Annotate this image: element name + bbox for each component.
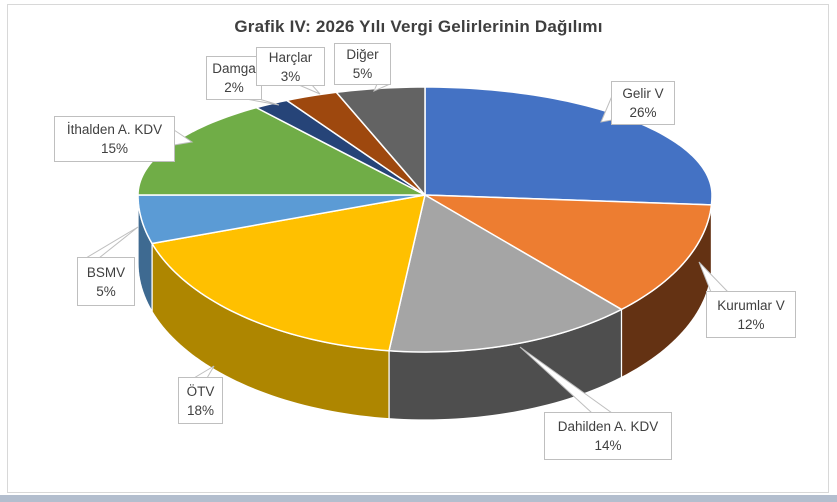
slice-label: Gelir V [622, 86, 664, 101]
slice-label: Damga [212, 61, 256, 76]
slice-label: Harçlar [268, 49, 313, 65]
slice-percent: 5% [96, 283, 116, 299]
slice-percent: 12% [737, 316, 765, 332]
bottom-edge-bar [0, 495, 837, 502]
pie-slice-kurumlar-v[interactable] [424, 194, 713, 311]
slice-callout-harclar: Harçlar 3% [256, 47, 325, 86]
slice-percent: 15% [100, 141, 129, 156]
slice-percent: 26% [629, 105, 657, 120]
slice-label: ÖTV [186, 383, 215, 399]
slice-label: Kurumlar V [717, 297, 785, 313]
slice-label: BSMV [86, 264, 126, 280]
slice-percent: 5% [352, 66, 373, 81]
slice-callout-bsmv: BSMV 5% [77, 257, 135, 306]
chart-title: Grafik IV: 2026 Yılı Vergi Gelirlerinin … [234, 17, 603, 36]
slice-label: Diğer [346, 47, 379, 62]
slice-callout-damga: Damga 2% [206, 56, 262, 100]
slice-percent: 3% [280, 68, 301, 84]
slice-percent: 14% [594, 438, 622, 453]
pie-slice-otv[interactable] [151, 194, 426, 352]
pie-slice-dahilden-kdv[interactable] [388, 194, 623, 353]
slice-label: Dahilden A. KDV [557, 419, 659, 434]
pie-slice-harclar[interactable] [285, 91, 426, 196]
slice-callout-gelir-v: Gelir V 26% [611, 81, 675, 125]
slice-percent: 2% [224, 80, 244, 95]
callout-pointer-bsmv [84, 226, 139, 259]
pie-slice-bsmv[interactable] [137, 194, 426, 245]
slice-callout-kurumlar-v: Kurumlar V 12% [706, 291, 796, 338]
slice-callout-ithalden-kdv: İthalden A. KDV 15% [54, 116, 175, 162]
slice-callout-otv: ÖTV 18% [178, 377, 223, 424]
slice-label: İthalden A. KDV [66, 122, 163, 137]
slice-callout-dahilden-kdv: Dahilden A. KDV 14% [544, 412, 672, 460]
slice-percent: 18% [186, 402, 215, 418]
callout-pointer-harclar [298, 84, 321, 95]
slice-callout-diger: Diğer 5% [334, 43, 391, 85]
